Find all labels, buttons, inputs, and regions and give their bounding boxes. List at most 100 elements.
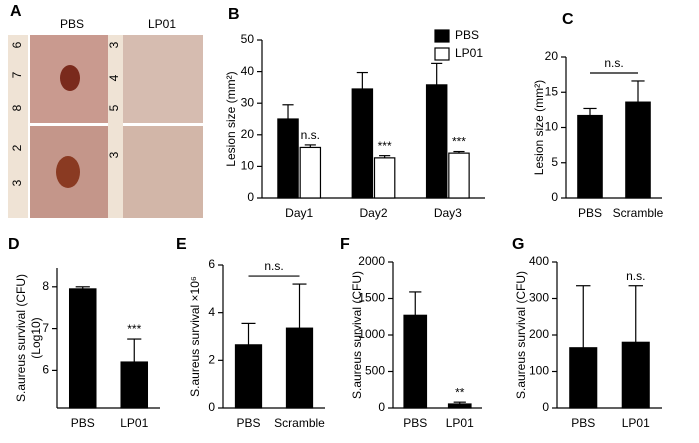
wound bbox=[56, 156, 80, 188]
y-tick-label: 1500 bbox=[358, 291, 385, 305]
x-tick-label: Scramble bbox=[274, 416, 325, 430]
y-axis-label: S.aureus survival (CFU) bbox=[514, 271, 528, 399]
annotation: n.s. bbox=[626, 269, 645, 283]
y-tick-label: 300 bbox=[529, 291, 549, 305]
y-tick-label: 7 bbox=[42, 321, 49, 335]
x-tick-label: PBS bbox=[571, 416, 595, 430]
x-tick-label: LP01 bbox=[622, 416, 650, 430]
y-axis-label: (Log10) bbox=[29, 317, 43, 358]
ruler bbox=[108, 35, 123, 218]
y-tick-label: 2 bbox=[208, 353, 215, 367]
y-tick-label: 20 bbox=[545, 49, 559, 63]
x-tick-label: LP01 bbox=[446, 416, 474, 430]
bar bbox=[234, 344, 263, 409]
x-tick-label: Day1 bbox=[285, 206, 313, 220]
ruler-label: 2 bbox=[10, 144, 24, 151]
bar bbox=[621, 341, 650, 409]
legend-label: LP01 bbox=[455, 46, 483, 60]
legend-swatch bbox=[434, 47, 450, 61]
ruler-label: 4 bbox=[107, 74, 121, 81]
ruler-label: 5 bbox=[107, 104, 121, 111]
y-tick-label: 4 bbox=[208, 305, 215, 319]
panel-label: C bbox=[562, 11, 574, 28]
y-tick-label: 0 bbox=[378, 400, 385, 414]
bar bbox=[120, 361, 149, 409]
y-tick-label: 10 bbox=[241, 159, 255, 173]
bar bbox=[569, 347, 598, 409]
y-axis-label: S.aureus survival ×10⁶ bbox=[188, 276, 202, 397]
y-tick-label: 0 bbox=[208, 400, 215, 414]
ruler-label: 3 bbox=[107, 41, 121, 48]
x-tick-label: PBS bbox=[236, 416, 260, 430]
bar bbox=[285, 327, 314, 409]
bar bbox=[299, 146, 322, 199]
bar bbox=[277, 118, 299, 199]
ruler-label: 6 bbox=[10, 41, 24, 48]
ruler-label: 7 bbox=[10, 71, 24, 78]
panel-label: E bbox=[176, 236, 187, 253]
column-label: PBS bbox=[60, 17, 84, 31]
x-tick-label: PBS bbox=[71, 416, 95, 430]
ruler-label: 8 bbox=[10, 104, 24, 111]
legend-label: PBS bbox=[455, 28, 479, 42]
x-tick-label: Scramble bbox=[613, 206, 664, 220]
ruler-label: 3 bbox=[107, 151, 121, 158]
y-tick-label: 50 bbox=[241, 32, 255, 46]
bracket-label: n.s. bbox=[264, 259, 283, 273]
bar bbox=[68, 288, 97, 409]
y-axis-label: Lesion size (mm²) bbox=[532, 80, 546, 175]
bar bbox=[625, 101, 651, 199]
x-tick-label: LP01 bbox=[120, 416, 148, 430]
ruler bbox=[8, 35, 28, 218]
annotation: n.s. bbox=[301, 128, 320, 142]
y-tick-label: 400 bbox=[529, 254, 549, 268]
panel-label: F bbox=[340, 236, 350, 253]
y-tick-label: 500 bbox=[365, 364, 385, 378]
y-tick-label: 20 bbox=[241, 127, 255, 141]
bracket-label: n.s. bbox=[604, 56, 623, 70]
y-tick-label: 1000 bbox=[358, 327, 385, 341]
y-tick-label: 30 bbox=[241, 95, 255, 109]
ruler-label: 3 bbox=[10, 179, 24, 186]
bar bbox=[425, 84, 448, 199]
column-label: LP01 bbox=[148, 17, 176, 31]
y-tick-label: 0 bbox=[542, 400, 549, 414]
y-tick-label: 15 bbox=[545, 84, 559, 98]
bar bbox=[373, 157, 396, 199]
bar bbox=[447, 403, 472, 409]
annotation: ** bbox=[455, 385, 465, 399]
annotation: *** bbox=[378, 139, 392, 153]
x-tick-label: PBS bbox=[578, 206, 602, 220]
photo bbox=[123, 35, 203, 123]
bar bbox=[577, 114, 603, 199]
photo bbox=[123, 126, 203, 218]
y-tick-label: 10 bbox=[545, 120, 559, 134]
y-tick-label: 5 bbox=[551, 155, 558, 169]
y-tick-label: 40 bbox=[241, 64, 255, 78]
y-tick-label: 0 bbox=[551, 190, 558, 204]
x-tick-label: Day2 bbox=[359, 206, 387, 220]
y-tick-label: 0 bbox=[247, 190, 254, 204]
annotation: *** bbox=[127, 322, 141, 336]
y-tick-label: 6 bbox=[42, 363, 49, 377]
legend-swatch bbox=[434, 29, 450, 43]
y-tick-label: 200 bbox=[529, 327, 549, 341]
annotation: *** bbox=[452, 135, 466, 149]
bar bbox=[448, 152, 470, 199]
y-tick-label: 2000 bbox=[358, 254, 385, 268]
y-tick-label: 6 bbox=[208, 257, 215, 271]
panel-label: A bbox=[10, 3, 22, 20]
x-tick-label: PBS bbox=[403, 416, 427, 430]
panel-label: B bbox=[228, 6, 240, 23]
bar bbox=[351, 88, 374, 199]
bar bbox=[403, 314, 428, 409]
y-axis-label: S.aureus survival (CFU) bbox=[14, 274, 28, 402]
panel-label: D bbox=[8, 236, 20, 253]
y-axis-label: Lesion size (mm²) bbox=[224, 71, 238, 166]
wound bbox=[60, 65, 80, 91]
y-tick-label: 100 bbox=[529, 364, 549, 378]
photo-panel: A PBS LP01 bbox=[8, 3, 203, 218]
y-axis-label: S.aureus survival (CFU) bbox=[350, 271, 364, 399]
x-tick-label: Day3 bbox=[434, 206, 462, 220]
